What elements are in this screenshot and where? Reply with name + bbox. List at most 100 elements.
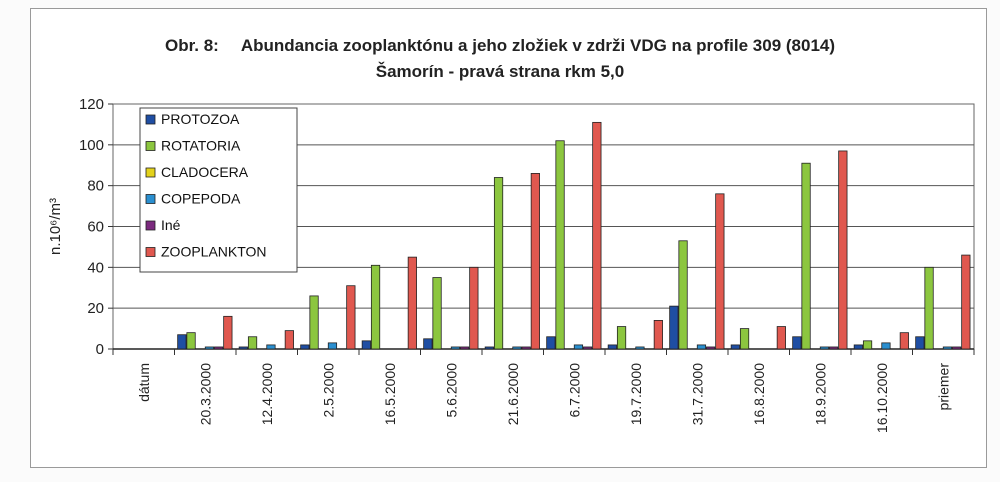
bar-zooplankton (653, 320, 663, 350)
bar-copepoda (696, 344, 707, 350)
bar-protozoa (177, 334, 187, 350)
bar-iné (214, 346, 224, 350)
bar-copepoda (204, 346, 215, 350)
bar-zooplankton (223, 315, 233, 350)
y-tick-label: 120 (79, 96, 104, 113)
bar-rotatoria (801, 162, 811, 350)
bar-zooplankton (715, 193, 725, 350)
bar-zooplankton (407, 256, 417, 350)
bar-rotatoria (739, 328, 750, 350)
bar-protozoa (546, 336, 556, 350)
legend-swatch (145, 167, 156, 178)
chart-title-prefix: Obr. 8: (164, 36, 219, 55)
bar-copepoda (819, 346, 830, 350)
bar-iné (706, 346, 716, 350)
x-tick-label: 16.5.2000 (382, 363, 398, 425)
legend-label: Iné (161, 217, 181, 233)
legend-label: COPEPODA (161, 191, 241, 207)
chart-title-text: Abundancia zooplanktónu a jeho zložiek v… (240, 36, 836, 55)
bar-zooplankton (776, 326, 786, 350)
bar-iné (583, 346, 593, 350)
legend-swatch (145, 114, 156, 125)
bar-zooplankton (530, 173, 540, 350)
legend-swatch (145, 194, 156, 204)
bar-zooplankton (592, 121, 602, 350)
bar-copepoda (635, 346, 645, 350)
chart-title: Obr. 8: Abundancia zooplanktónu a jeho zl… (0, 36, 1000, 56)
bar-protozoa (300, 344, 310, 350)
bar-copepoda (512, 346, 522, 350)
y-tick-label: 0 (96, 341, 104, 358)
bar-iné (829, 346, 839, 350)
bar-copepoda (942, 346, 953, 350)
bar-protozoa (484, 346, 494, 350)
x-tick-label: 5.6.2000 (443, 363, 459, 418)
bars (177, 121, 971, 350)
bar-copepoda (266, 344, 276, 350)
x-tick-label: priemer (935, 363, 951, 411)
x-tick-label: 6.7.2000 (566, 363, 582, 418)
y-tick-label: 40 (87, 259, 104, 276)
x-tick-label: 19.7.2000 (628, 363, 644, 425)
legend-label: ZOOPLANKTON (161, 244, 267, 260)
bar-protozoa (669, 305, 679, 350)
bar-protozoa (730, 344, 740, 350)
bar-protozoa (853, 344, 863, 350)
x-tick-label: 31.7.2000 (689, 363, 705, 425)
bar-protozoa (238, 346, 248, 350)
bar-copepoda (450, 346, 461, 350)
bar-rotatoria (309, 295, 319, 350)
legend-label: CLADOCERA (161, 164, 249, 180)
bar-zooplankton (346, 285, 356, 350)
x-tick-label: 12.4.2000 (259, 363, 275, 425)
bar-rotatoria (678, 240, 688, 350)
x-tick-label: 21.6.2000 (505, 363, 521, 425)
bar-iné (460, 346, 470, 350)
legend-swatch (145, 247, 156, 257)
bar-rotatoria (370, 264, 381, 350)
x-tick-label: dátum (136, 363, 152, 402)
bar-protozoa (607, 344, 617, 350)
x-tick-label: 2.5.2000 (320, 363, 336, 418)
y-tick-label: 100 (79, 137, 104, 154)
bar-rotatoria (555, 140, 565, 350)
bar-copepoda (327, 342, 338, 350)
y-tick-label: 60 (87, 219, 104, 236)
y-tick-label: 20 (87, 300, 104, 317)
legend-swatch (145, 220, 156, 231)
bar-iné (952, 346, 962, 350)
bar-rotatoria (432, 277, 442, 350)
bar-rotatoria (247, 336, 258, 350)
bar-zooplankton (284, 330, 294, 350)
x-tick-label: 16.8.2000 (751, 363, 767, 425)
bar-iné (521, 346, 531, 350)
bar-rotatoria (616, 326, 627, 350)
x-tick-label: 16.10.2000 (874, 363, 890, 433)
bar-copepoda (881, 342, 891, 350)
bar-zooplankton (469, 266, 479, 350)
legend-label: PROTOZOA (161, 111, 240, 127)
bar-zooplankton (961, 254, 971, 350)
y-axis-ticks: 0 20 40 60 80 100 120 (79, 96, 113, 358)
y-tick-label: 80 (87, 178, 104, 195)
bar-rotatoria (186, 332, 196, 350)
bar-protozoa (423, 338, 433, 350)
bar-protozoa (915, 336, 925, 350)
bar-rotatoria (862, 340, 873, 350)
bar-zooplankton (838, 150, 848, 350)
x-axis-ticks: dátum 20.3.2000 12.4.2000 2.5.2000 16.5.2000… (112, 349, 975, 433)
bar-protozoa (361, 340, 371, 350)
chart-subtitle: Šamorín - pravá strana rkm 5,0 (375, 62, 625, 81)
bar-copepoda (573, 344, 584, 350)
legend-swatch (145, 141, 156, 151)
legend-label: ROTATORIA (161, 138, 241, 154)
legend-box (139, 107, 298, 273)
x-tick-label: 18.9.2000 (812, 363, 828, 425)
x-tick-label: 20.3.2000 (197, 363, 213, 425)
bar-zooplankton (899, 332, 909, 350)
bar-protozoa (792, 336, 802, 350)
y-axis-label: n.10⁶/m³ (47, 198, 64, 255)
bar-rotatoria (493, 177, 504, 350)
bar-rotatoria (924, 266, 934, 350)
